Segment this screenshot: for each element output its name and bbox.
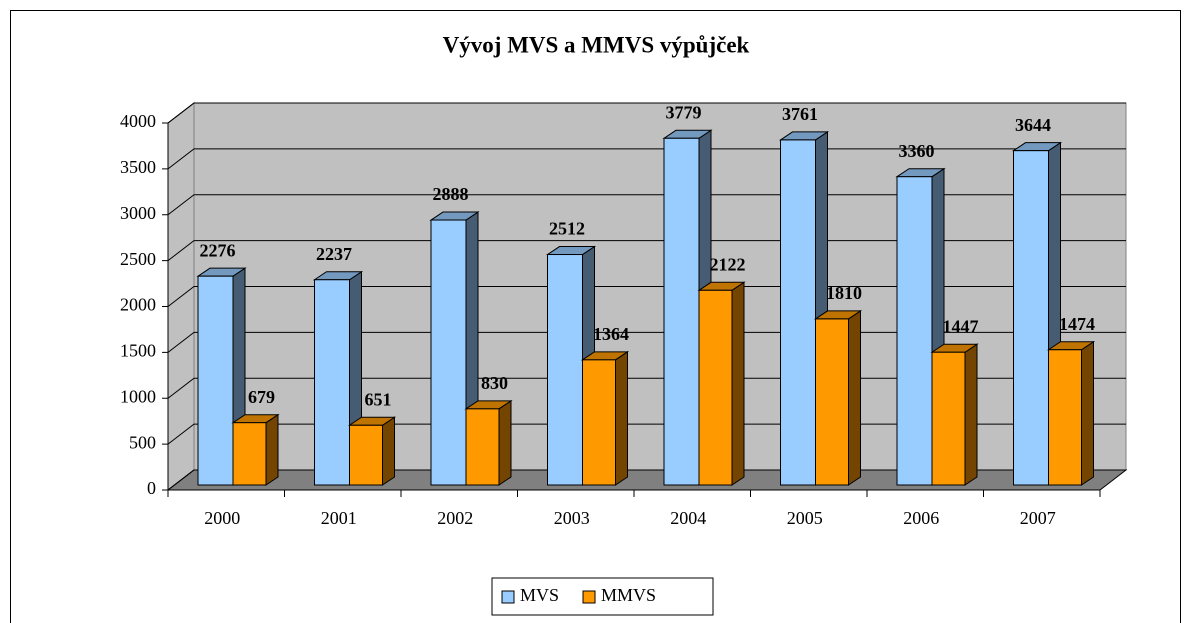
y-tick-label: 1000 [120,386,156,406]
legend-swatch [501,590,515,604]
bar-face [663,137,700,486]
bar-face [896,176,933,486]
value-label: 1474 [1059,314,1095,334]
value-label: 1364 [593,324,629,344]
bar [1046,340,1096,486]
bar-face [615,350,628,486]
value-label: 1810 [826,283,862,303]
bar-face [430,219,467,486]
bar [813,309,863,486]
bar-face [848,309,861,486]
legend-swatch [582,590,596,604]
bar [580,350,630,486]
bar-face [931,351,966,486]
x-tick-label: 2005 [787,508,823,528]
y-tick-label: 2000 [120,295,156,315]
grid-line [167,102,1126,124]
bar-face [698,289,733,486]
y-tick-label: 4000 [120,111,156,131]
bar-face [314,279,350,486]
bar-face [1013,150,1049,486]
y-tick-label: 1500 [120,341,156,361]
x-tick-label: 2003 [554,508,590,528]
x-tick-label: 2006 [903,508,939,528]
value-label: 1447 [943,316,979,336]
bar [697,281,746,486]
y-tick-label: 500 [129,432,156,452]
value-label: 2237 [316,244,352,264]
value-label: 679 [248,387,275,407]
bar-face [465,408,500,486]
x-tick-label: 2002 [437,508,473,528]
y-tick-label: 3500 [120,157,156,177]
value-label: 3360 [899,141,935,161]
bar-face [815,318,849,486]
bar-face [498,399,512,486]
value-label: 2276 [200,240,236,260]
y-tick-label: 2500 [120,249,156,269]
x-tick-label: 2001 [321,508,357,528]
value-label: 2512 [549,219,585,239]
bar-face [547,254,583,486]
value-label: 2888 [433,184,469,204]
bar-face [780,139,816,486]
value-label: 3761 [782,104,818,124]
bar-face [232,422,267,486]
bar-face [349,424,383,486]
floor [166,469,1128,491]
bar-face [265,413,279,486]
chart-title: Vývoj MVS a MMVS výpůjček [443,32,750,57]
legend-box [491,577,714,616]
bar-face [1048,349,1082,486]
x-tick-label: 2007 [1020,508,1056,528]
value-label: 3779 [666,102,702,122]
value-label: 651 [365,389,392,409]
bar-face [382,416,395,486]
value-label: 3644 [1015,115,1051,135]
x-tick-label: 2004 [670,508,706,528]
legend-label: MVS [520,585,559,605]
y-tick-label: 0 [147,478,156,498]
bar-face [731,281,745,486]
value-label: 2122 [710,254,746,274]
x-tick-label: 2000 [204,508,240,528]
value-label: 830 [481,373,508,393]
bar [464,399,513,486]
bar [1011,141,1063,486]
legend-label: MMVS [601,585,656,605]
bar-face [1081,340,1094,486]
bar [930,343,979,486]
bar-face [964,343,978,486]
y-tick-label: 3000 [120,203,156,223]
bar-face [197,275,234,486]
bar [231,413,280,486]
bar-face [582,359,616,486]
bar [347,416,397,486]
